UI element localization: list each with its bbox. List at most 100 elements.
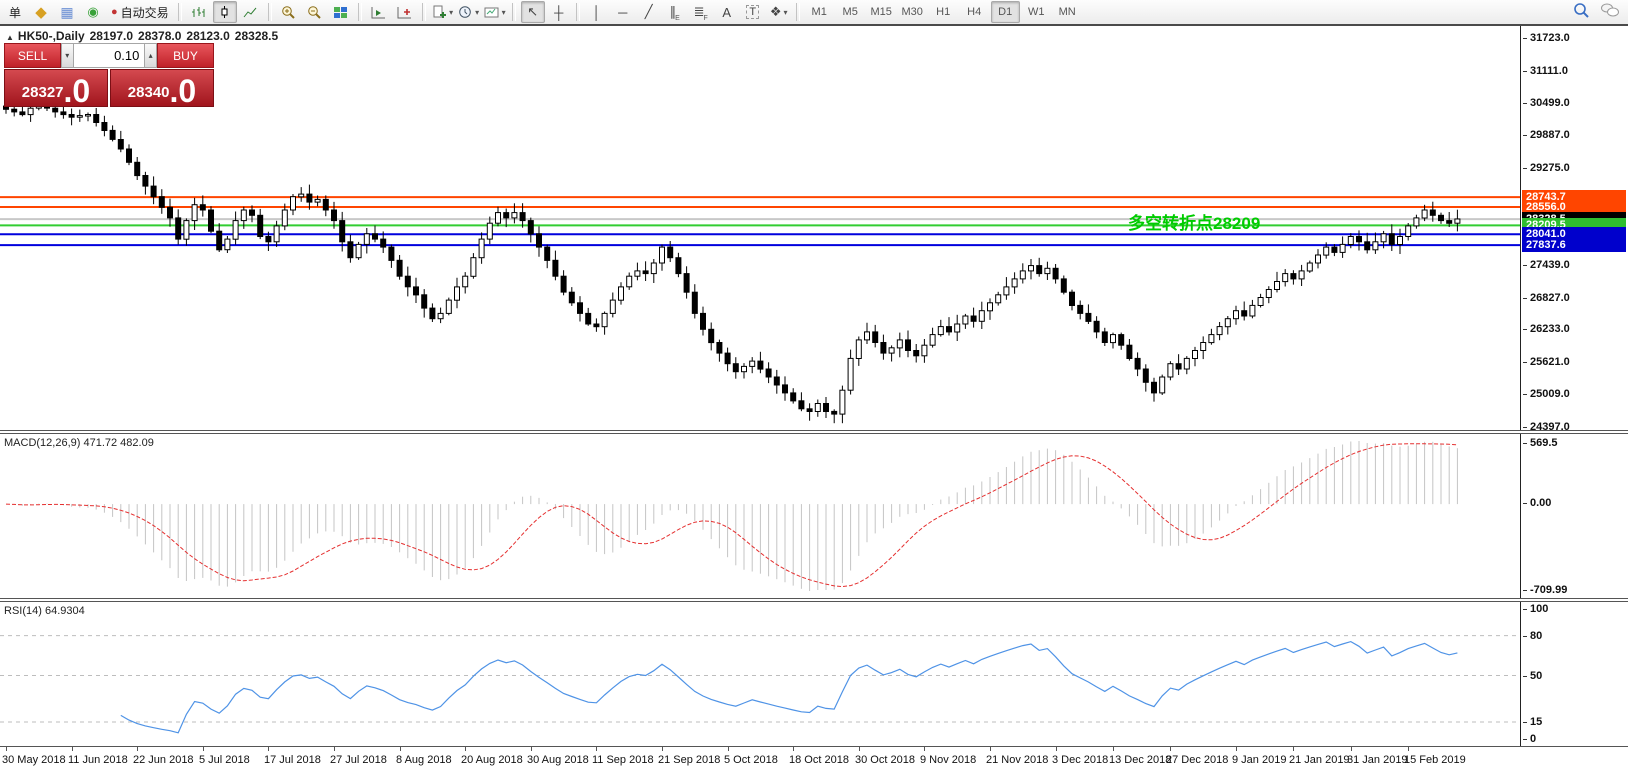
zoom-out-icon[interactable] bbox=[303, 1, 327, 23]
crosshair-icon: ┼ bbox=[554, 4, 564, 20]
sell-price: 28327 bbox=[21, 84, 64, 101]
date-label: 27 Dec 2018 bbox=[1166, 754, 1229, 766]
timeframe-h4[interactable]: H4 bbox=[967, 6, 982, 18]
terminal-icon[interactable]: ▦ bbox=[60, 3, 74, 20]
chart-title: ▲ HK50-,Daily 28197.0 28378.0 28123.0 28328.5 bbox=[6, 29, 283, 43]
autotrading-icon: ● bbox=[111, 6, 118, 18]
text-tool[interactable]: A bbox=[722, 4, 732, 20]
channel-tool[interactable]: ∥ E bbox=[669, 4, 680, 22]
time-tick bbox=[859, 747, 860, 751]
timeframe-h1[interactable]: H1 bbox=[936, 6, 951, 18]
horizontal-line-tool[interactable]: ─ bbox=[618, 4, 628, 20]
price-tick: 25621.0 bbox=[1523, 356, 1570, 368]
buy-button[interactable]: BUY bbox=[157, 43, 214, 68]
price-tick: 26827.0 bbox=[1523, 292, 1570, 304]
timeframe-w1[interactable]: W1 bbox=[1027, 6, 1045, 18]
autotrading-button[interactable]: ● 自动交易 bbox=[107, 1, 173, 23]
time-tick bbox=[662, 747, 663, 751]
bar-chart-icon[interactable] bbox=[187, 1, 211, 23]
time-tick bbox=[72, 747, 73, 751]
gold-icon[interactable]: ◆ bbox=[35, 4, 47, 21]
sell-price-box[interactable]: 28327.0 bbox=[4, 69, 108, 107]
price-tick: 29275.0 bbox=[1523, 162, 1570, 174]
cursor-icon: ↖ bbox=[527, 4, 539, 19]
macd-canvas[interactable] bbox=[0, 434, 1520, 598]
timeframe-m5[interactable]: M5 bbox=[842, 6, 858, 18]
timeframe-m15[interactable]: M15 bbox=[870, 6, 892, 18]
timeframe-m1[interactable]: M1 bbox=[811, 6, 827, 18]
pane-separator[interactable] bbox=[0, 598, 1628, 602]
volume-input[interactable] bbox=[73, 43, 145, 68]
rsi-canvas[interactable] bbox=[0, 602, 1520, 746]
crosshair-tool-button[interactable]: ┼ bbox=[547, 1, 571, 23]
rsi-axis-label: 0 bbox=[1523, 733, 1536, 745]
buy-price-box[interactable]: 28340.0 bbox=[110, 69, 214, 107]
main-toolbar: 单 ◆ ▦ ◉ ● 自动交易 ▾ ▾ ▾ ↖ ┼ │ ─ ╱ ∥ E ≣ F A T… bbox=[0, 0, 1628, 24]
timeframe-m30[interactable]: M30 bbox=[901, 6, 923, 18]
timeframe-mn[interactable]: MN bbox=[1058, 6, 1076, 18]
line-chart-icon[interactable] bbox=[239, 1, 263, 23]
macd-label: MACD(12,26,9) 471.72 482.09 bbox=[4, 437, 154, 449]
search-icon[interactable] bbox=[1573, 2, 1590, 19]
high-value: 28378.0 bbox=[138, 29, 182, 43]
price-tick: 26233.0 bbox=[1523, 323, 1570, 335]
pane-separator[interactable] bbox=[0, 430, 1628, 434]
date-label: 15 Feb 2019 bbox=[1404, 754, 1466, 766]
volume-increase-button[interactable]: ▴ bbox=[144, 43, 157, 68]
price-tick: 29887.0 bbox=[1523, 129, 1570, 141]
time-axis[interactable]: 30 May 2018 11 Jun 2018 22 Jun 2018 5 Jul 2… bbox=[0, 746, 1628, 773]
tile-windows-icon[interactable] bbox=[329, 1, 353, 23]
macd-axis-label: 0.00 bbox=[1523, 497, 1551, 509]
rsi-pane: RSI(14) 64.9304 100 80 50 15 0 bbox=[0, 602, 1628, 746]
main-chart-canvas[interactable] bbox=[0, 26, 1520, 430]
time-tick bbox=[531, 747, 532, 751]
close-value: 28328.5 bbox=[234, 29, 279, 43]
volume-decrease-button[interactable]: ▾ bbox=[61, 43, 74, 68]
price-axis: 31723.0 31111.0 30499.0 29887.0 29275.0 27439… bbox=[1520, 26, 1628, 433]
vertical-line-tool[interactable]: │ bbox=[592, 4, 601, 20]
new-order-button[interactable]: 单 bbox=[3, 1, 27, 23]
candlestick-chart-icon[interactable] bbox=[212, 1, 237, 23]
toolbar-separator bbox=[511, 3, 516, 21]
add-indicator-button[interactable]: ▾ bbox=[431, 1, 455, 23]
text-label-tool[interactable]: T bbox=[741, 1, 765, 23]
rsi-label: RSI(14) 64.9304 bbox=[4, 605, 85, 617]
chevron-down-icon: ▾ bbox=[449, 7, 454, 17]
date-label: 3 Dec 2018 bbox=[1052, 754, 1109, 766]
time-tick bbox=[1408, 747, 1409, 751]
fibonacci-tool[interactable]: ≣ F bbox=[693, 4, 708, 22]
date-label: 13 Dec 2018 bbox=[1109, 754, 1172, 766]
sell-button[interactable]: SELL bbox=[4, 43, 61, 68]
chart-window: ▲ HK50-,Daily 28197.0 28378.0 28123.0 28328.5… bbox=[0, 24, 1628, 773]
time-tick bbox=[400, 747, 401, 751]
template-button[interactable]: ▾ bbox=[483, 1, 507, 23]
timeframe-buttons: M1 M5 M15 M30 H1 H4 D1 W1 MN bbox=[804, 1, 1083, 23]
trade-panel-row1: SELL ▾ ▴ BUY bbox=[4, 43, 214, 68]
chat-icon[interactable] bbox=[1600, 2, 1620, 19]
time-tick bbox=[1056, 747, 1057, 751]
rsi-axis-label: 100 bbox=[1523, 603, 1548, 615]
volume-stepper: ▾ ▴ bbox=[61, 43, 157, 68]
date-label: 8 Aug 2018 bbox=[396, 754, 452, 766]
date-label: 9 Nov 2018 bbox=[920, 754, 977, 766]
time-tick bbox=[6, 747, 7, 751]
date-label: 30 May 2018 bbox=[2, 754, 66, 766]
time-tick bbox=[596, 747, 597, 751]
toolbar-separator bbox=[267, 3, 272, 21]
trendline-tool[interactable]: ╱ bbox=[644, 4, 653, 19]
cursor-tool-button[interactable]: ↖ bbox=[520, 1, 545, 23]
support-price-tag: 27837.6 bbox=[1522, 238, 1626, 252]
date-label: 21 Sep 2018 bbox=[658, 754, 721, 766]
chart-shift-icon[interactable] bbox=[393, 1, 417, 23]
date-label: 11 Jun 2018 bbox=[68, 754, 128, 766]
arrows-tool[interactable]: ❖ ▾ bbox=[769, 4, 788, 19]
zoom-in-icon[interactable] bbox=[277, 1, 301, 23]
time-tick bbox=[268, 747, 269, 751]
timeframe-d1[interactable]: D1 bbox=[990, 1, 1020, 23]
collapse-arrow-icon[interactable]: ▲ bbox=[6, 33, 14, 42]
date-label: 11 Sep 2018 bbox=[592, 754, 654, 766]
date-label: 17 Jul 2018 bbox=[264, 754, 321, 766]
period-clock-button[interactable]: ▾ bbox=[457, 1, 481, 23]
signal-icon[interactable]: ◉ bbox=[87, 4, 99, 19]
auto-scroll-icon[interactable] bbox=[367, 1, 391, 23]
